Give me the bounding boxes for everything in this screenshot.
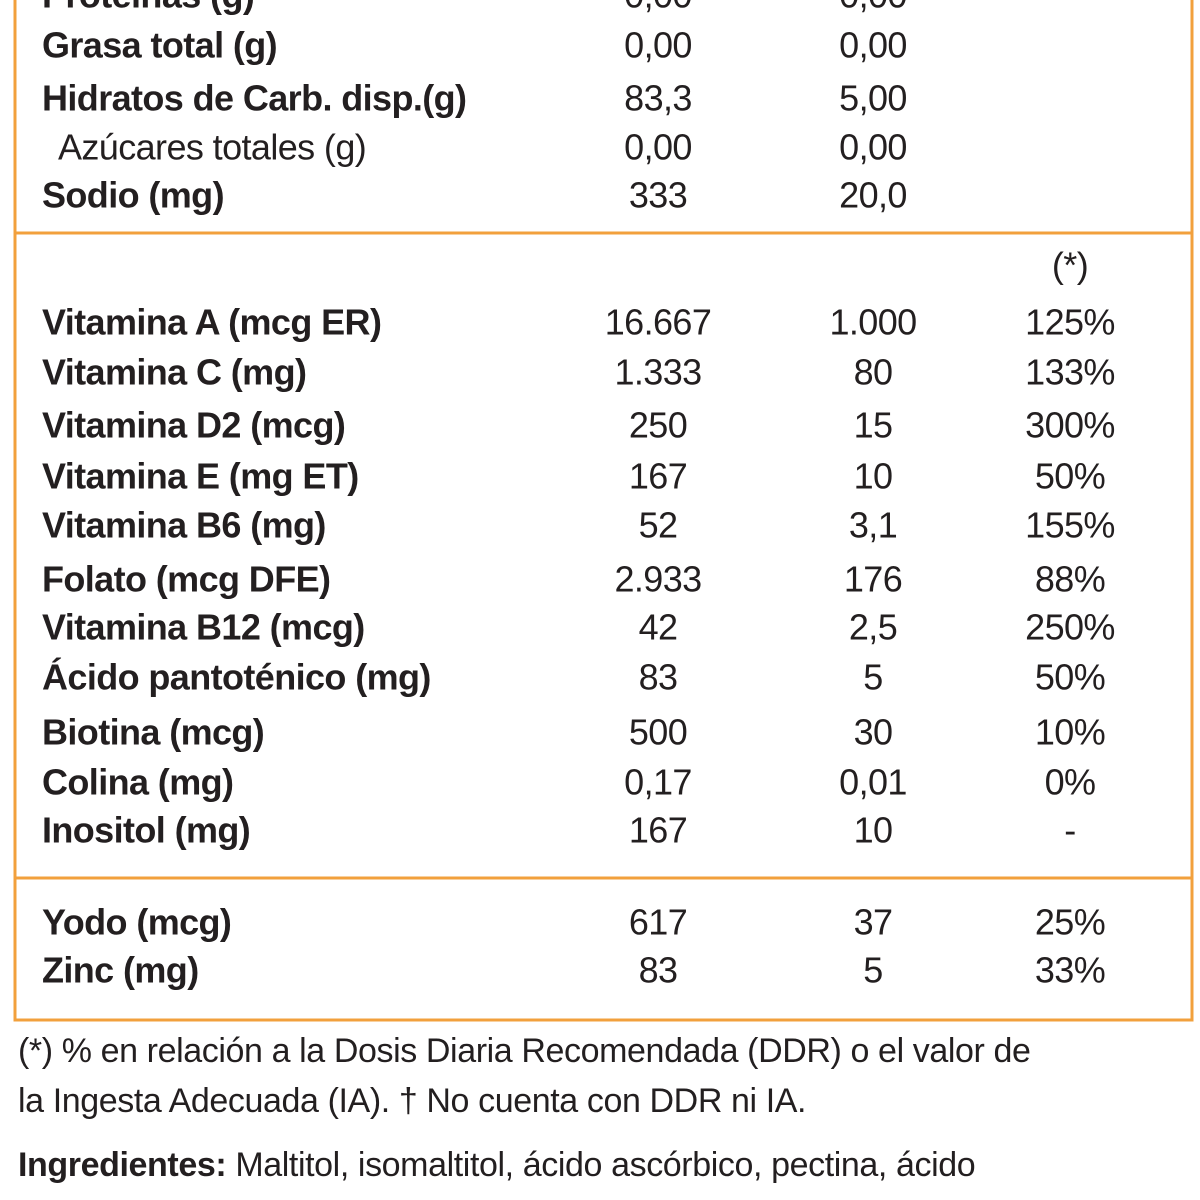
cell-value: - <box>1064 810 1075 851</box>
cell-value: 1.333 <box>614 352 701 393</box>
cell-value: 167 <box>629 456 687 497</box>
cell-value: 176 <box>844 559 902 600</box>
cell-value: 300% <box>1025 405 1115 446</box>
row-label: Grasa total (g) <box>42 25 277 66</box>
row-label: Zinc (mg) <box>42 950 199 991</box>
column-note: (*) <box>1052 245 1088 286</box>
cell-value: 3,1 <box>849 505 897 546</box>
row-label: Vitamina C (mg) <box>42 352 306 393</box>
cell-value: 5,00 <box>839 78 907 119</box>
cell-value: 0% <box>1045 762 1096 803</box>
table-body: Proteínas (g) 0,00 0,00 Grasa total (g) 0,00… <box>42 0 1115 991</box>
row-label: Vitamina B12 (mcg) <box>42 607 365 648</box>
cell-value: 83 <box>639 657 678 698</box>
cell-value: 250 <box>629 405 687 446</box>
row-label: Vitamina A (mcg ER) <box>42 302 381 343</box>
cell-value: 167 <box>629 810 687 851</box>
cell-value: 88% <box>1035 559 1105 600</box>
cell-value: 16.667 <box>605 302 712 343</box>
cell-value: 0,00 <box>624 25 692 66</box>
cell-value: 5 <box>863 657 882 698</box>
cell-value: 20,0 <box>839 175 907 216</box>
ingredients-label: Ingredientes: <box>18 1146 226 1184</box>
row-label: Ácido pantoténico (mg) <box>42 657 431 698</box>
footnote: la Ingesta Adecuada (IA). † No cuenta co… <box>18 1082 806 1120</box>
cell-value: 155% <box>1025 505 1115 546</box>
row-label: Vitamina E (mg ET) <box>42 456 359 497</box>
cell-value: 1.000 <box>829 302 916 343</box>
row-label: Vitamina D2 (mcg) <box>42 405 345 446</box>
cell-value: 0,17 <box>624 762 692 803</box>
footnote: (*) % en relación a la Dosis Diaria Reco… <box>18 1032 1031 1070</box>
cell-value: 25% <box>1035 902 1105 943</box>
row-label: Yodo (mcg) <box>42 902 231 943</box>
ingredients: Ingredientes: Maltitol, isomaltitol, áci… <box>18 1146 975 1184</box>
cell-value: 80 <box>854 352 893 393</box>
cell-value: 250% <box>1025 607 1115 648</box>
row-label: Folato (mcg DFE) <box>42 559 330 600</box>
cell-value: 2.933 <box>614 559 701 600</box>
cell-value: 0,00 <box>624 0 692 16</box>
cell-value: 83 <box>639 950 678 991</box>
row-label: Vitamina B6 (mg) <box>42 505 326 546</box>
cell-value: 30 <box>854 712 893 753</box>
cell-value: 0,01 <box>839 762 907 803</box>
cell-value: 42 <box>639 607 678 648</box>
cell-value: 50% <box>1035 657 1105 698</box>
cell-value: 500 <box>629 712 687 753</box>
row-label: Inositol (mg) <box>42 810 250 851</box>
cell-value: 125% <box>1025 302 1115 343</box>
cell-value: 0,00 <box>624 127 692 168</box>
cell-value: 133% <box>1025 352 1115 393</box>
row-label: Proteínas (g) <box>42 0 254 16</box>
cell-value: 333 <box>629 175 687 216</box>
table-frame <box>13 0 1194 1022</box>
cell-value: 0,00 <box>839 25 907 66</box>
row-label: Azúcares totales (g) <box>58 127 366 168</box>
row-label: Hidratos de Carb. disp.(g) <box>42 78 466 119</box>
cell-value: 0,00 <box>839 0 907 16</box>
cell-value: 33% <box>1035 950 1105 991</box>
cell-value: 0,00 <box>839 127 907 168</box>
cell-value: 52 <box>639 505 678 546</box>
cell-value: 10 <box>854 456 893 497</box>
cell-value: 10 <box>854 810 893 851</box>
cell-value: 2,5 <box>849 607 897 648</box>
cell-value: 10% <box>1035 712 1105 753</box>
row-label: Colina (mg) <box>42 762 233 803</box>
cell-value: 37 <box>854 902 893 943</box>
cell-value: 83,3 <box>624 78 692 119</box>
cell-value: 5 <box>863 950 882 991</box>
row-label: Sodio (mg) <box>42 175 224 216</box>
cell-value: 50% <box>1035 456 1105 497</box>
ingredients-text: Maltitol, isomaltitol, ácido ascórbico, … <box>235 1146 975 1184</box>
cell-value: 15 <box>854 405 893 446</box>
cell-value: 617 <box>629 902 687 943</box>
row-label: Biotina (mcg) <box>42 712 264 753</box>
